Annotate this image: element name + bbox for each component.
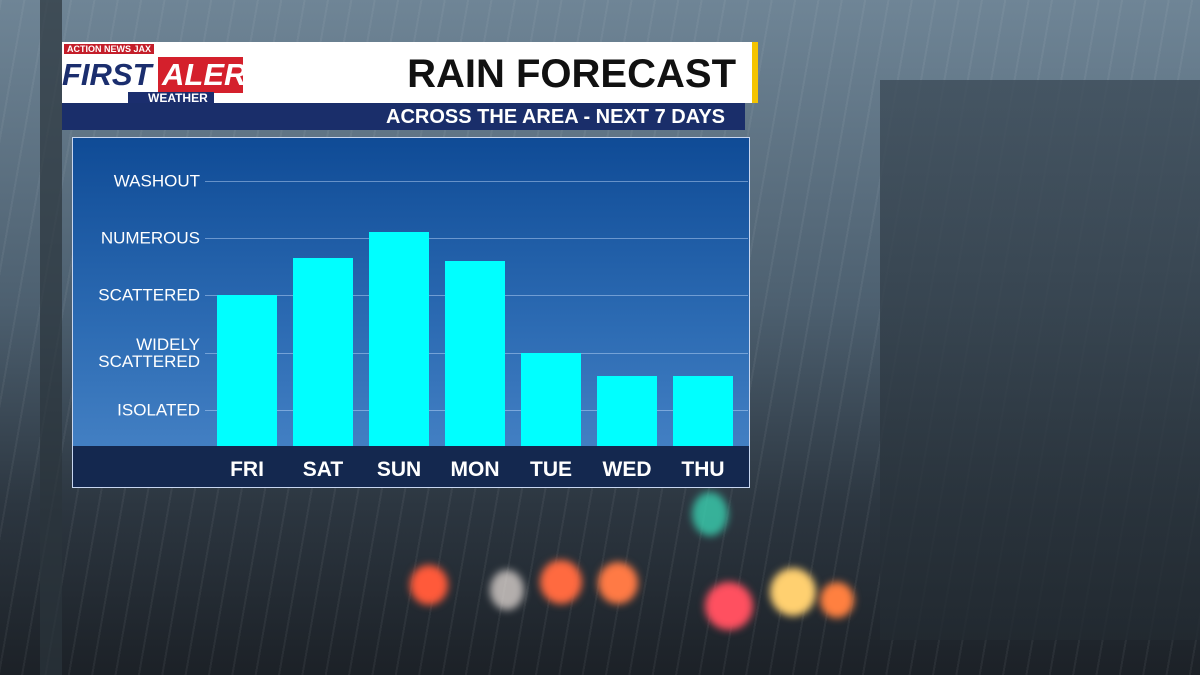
light — [598, 562, 638, 604]
chart-subtitle: ACROSS THE AREA - NEXT 7 DAYS — [386, 106, 725, 128]
logo-network: ACTION NEWS JAX — [64, 44, 155, 54]
bar — [293, 258, 353, 446]
light — [770, 568, 816, 616]
bar — [521, 352, 581, 446]
light — [705, 582, 753, 630]
y-tick-label: ISOLATED — [117, 400, 200, 420]
x-tick-label: WED — [602, 458, 652, 481]
bar — [369, 232, 429, 446]
bar — [597, 375, 657, 446]
logo-first: FIRST — [62, 57, 152, 92]
x-tick-label: THU — [681, 458, 725, 481]
chart-title: RAIN FORECAST — [407, 52, 736, 96]
y-tick-label: NUMEROUS — [100, 228, 200, 248]
y-tick-label: WASHOUT — [113, 171, 200, 191]
title-bar: RAIN FORECAST — [243, 42, 758, 103]
x-tick-label: FRI — [230, 458, 264, 481]
y-tick-label: WIDELY SCATTERED — [98, 334, 200, 371]
x-tick-label: SAT — [302, 458, 344, 481]
logo-weather: WEATHER — [128, 92, 214, 104]
category-strip — [73, 446, 749, 487]
subtitle-bar: ACROSS THE AREA - NEXT 7 DAYS — [62, 103, 745, 130]
bar — [445, 261, 505, 446]
light — [540, 560, 582, 604]
x-tick-label: TUE — [530, 458, 572, 481]
grid-line — [205, 180, 748, 182]
light — [820, 582, 854, 618]
light — [410, 565, 448, 605]
building — [880, 80, 1200, 640]
x-tick-label: SUN — [376, 458, 422, 481]
y-tick-label: SCATTERED — [98, 285, 200, 305]
grid-line — [205, 238, 748, 240]
light — [490, 570, 524, 610]
x-tick-label: MON — [450, 458, 500, 481]
light — [692, 492, 728, 536]
bar — [217, 295, 277, 446]
bar — [673, 375, 733, 446]
pole — [40, 0, 62, 675]
